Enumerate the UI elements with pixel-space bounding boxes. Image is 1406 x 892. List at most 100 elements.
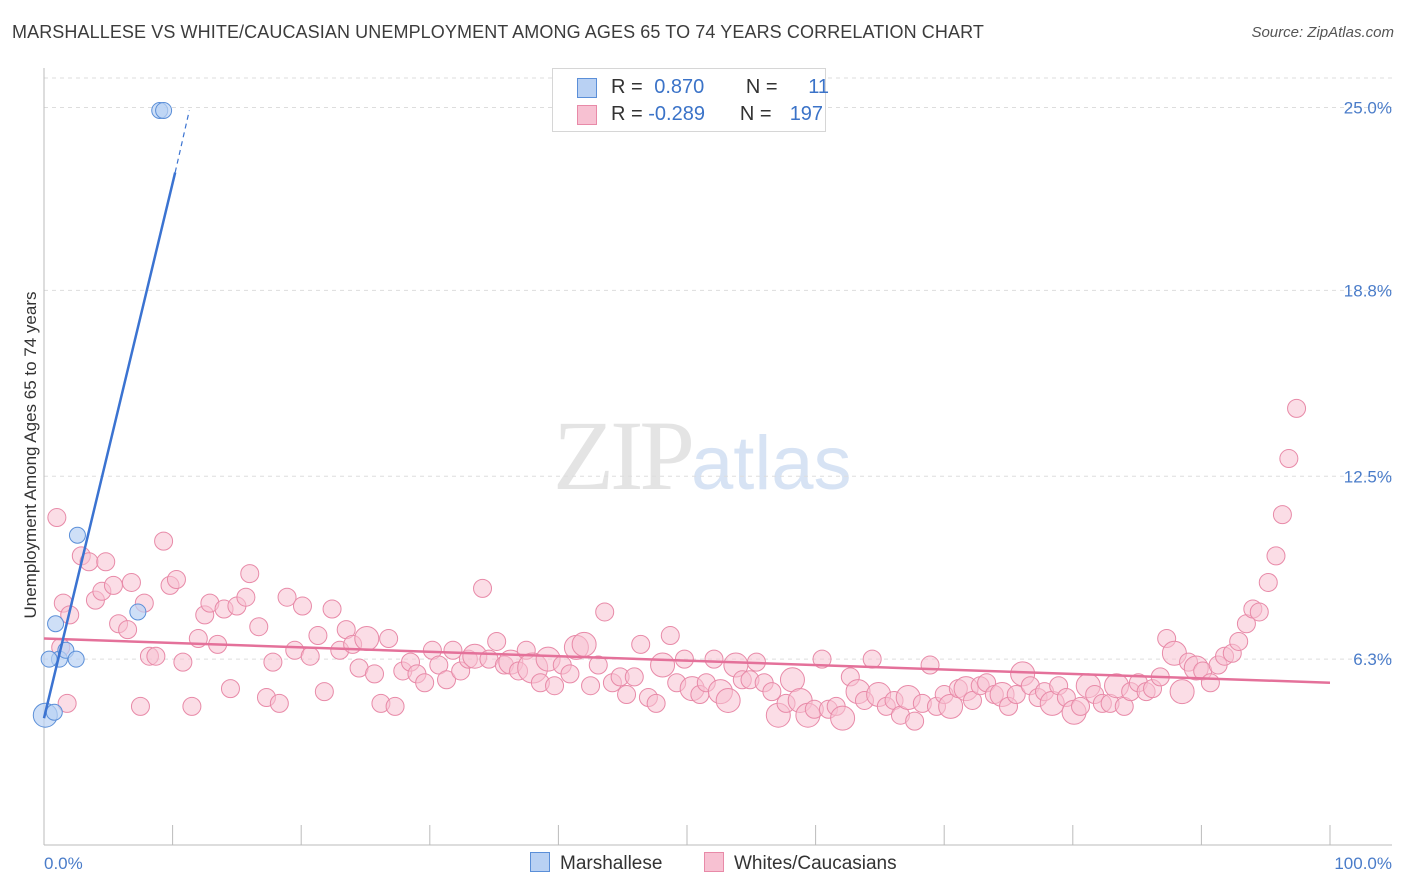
y-tick-label: 12.5% xyxy=(1344,467,1392,486)
bottom-legend-swatch-blue xyxy=(530,852,550,872)
whites-point xyxy=(650,652,676,678)
legend-n-value: 11 xyxy=(808,76,830,98)
whites-point xyxy=(354,626,380,651)
whites-point xyxy=(236,587,256,607)
whites-point xyxy=(173,652,193,672)
legend-r-label: R = xyxy=(611,76,649,98)
whites-point xyxy=(300,646,320,666)
source-credit: Source: ZipAtlas.com xyxy=(1251,24,1394,41)
whites-point xyxy=(415,673,435,693)
whites-point xyxy=(660,626,680,646)
whites-point xyxy=(47,508,67,528)
marshallese-trend-extension xyxy=(174,110,190,173)
whites-point xyxy=(646,693,666,713)
whites-point xyxy=(96,552,116,572)
bottom-legend-marshallese: Marshallese xyxy=(530,852,662,875)
whites-point xyxy=(220,679,240,699)
whites-point xyxy=(962,690,982,710)
legend-r-label: R = xyxy=(611,103,649,125)
whites-point xyxy=(322,599,342,619)
whites-point xyxy=(277,587,297,607)
whites-point xyxy=(314,682,334,702)
whites-point xyxy=(429,655,449,675)
whites-point xyxy=(617,685,637,705)
whites-point xyxy=(1200,673,1220,693)
axes xyxy=(43,68,1392,846)
watermark-atlas: atlas xyxy=(691,421,852,506)
whites-point xyxy=(57,693,77,713)
whites-point xyxy=(292,596,312,616)
whites-point xyxy=(631,634,651,654)
whites-point xyxy=(812,649,832,669)
marshallese-point xyxy=(67,650,85,668)
legend-r-value: 0.870 xyxy=(654,76,705,98)
whites-point xyxy=(1169,679,1195,705)
whites-point xyxy=(443,640,463,660)
marshallese-points xyxy=(32,101,173,728)
bottom-legend-swatch-pink xyxy=(704,852,724,872)
trend-lines xyxy=(42,110,1331,719)
whites-point xyxy=(121,572,141,592)
whites-point xyxy=(545,676,565,696)
watermark: ZIPatlas xyxy=(553,398,852,513)
marshallese-point xyxy=(155,101,173,119)
legend-swatch-blue xyxy=(577,78,597,98)
whites-point xyxy=(588,655,608,675)
whites-point xyxy=(269,693,289,713)
whites-point xyxy=(365,664,385,684)
whites-point xyxy=(308,626,328,646)
marshallese-point xyxy=(129,603,147,621)
whites-point xyxy=(715,687,741,713)
legend-label: R = -0.289 N = 197 xyxy=(611,103,823,126)
whites-point xyxy=(1071,696,1091,716)
legend-label: R = 0.870 N = 11 xyxy=(611,76,829,99)
whites-point xyxy=(379,629,399,648)
y-axis-label: Unemployment Among Ages 65 to 74 years xyxy=(21,292,40,619)
marshallese-point xyxy=(47,615,65,633)
whites-point xyxy=(862,649,882,669)
legend-swatch-pink xyxy=(577,105,597,125)
whites-point xyxy=(240,564,260,584)
marshallese-point xyxy=(40,650,58,668)
whites-point xyxy=(905,711,925,731)
y-tick-label: 25.0% xyxy=(1344,99,1392,118)
whites-point xyxy=(385,696,405,716)
bottom-legend-label: Marshallese xyxy=(560,853,663,874)
whites-point xyxy=(182,696,202,716)
bottom-legend-whites: Whites/Caucasians xyxy=(704,852,897,875)
chart-title: MARSHALLESE VS WHITE/CAUCASIAN UNEMPLOYM… xyxy=(12,22,984,42)
x-tick-label-start: 0.0% xyxy=(44,854,83,873)
whites-point xyxy=(437,670,457,690)
legend-r-value: -0.289 xyxy=(648,103,705,125)
whites-caucasians-points xyxy=(47,398,1307,731)
watermark-zip: ZIP xyxy=(553,400,695,511)
whites-point xyxy=(704,649,724,669)
legend-n-label: N = xyxy=(739,103,778,125)
whites-point xyxy=(571,631,597,657)
whites-point xyxy=(920,655,940,675)
y-tick-label: 18.8% xyxy=(1344,281,1392,300)
whites-point xyxy=(263,652,283,672)
whites-point xyxy=(1266,546,1286,566)
marshallese-point xyxy=(45,703,63,721)
whites-point xyxy=(166,570,186,589)
whites-point xyxy=(1249,602,1269,622)
whites-point xyxy=(118,620,138,640)
whites-point xyxy=(581,676,601,696)
whites-point xyxy=(762,682,782,702)
whites-point xyxy=(130,696,150,716)
whites-point xyxy=(154,531,174,551)
marshallese-point xyxy=(68,526,86,544)
whites-point xyxy=(1272,505,1292,525)
marshallese-trend-line xyxy=(42,172,177,719)
whites-point xyxy=(1279,449,1299,469)
whites-trend-line xyxy=(43,637,1331,684)
whites-point xyxy=(487,631,507,651)
x-tick-label-end: 100.0% xyxy=(1334,854,1392,873)
whites-point xyxy=(473,578,493,598)
whites-point xyxy=(938,693,964,719)
whites-point xyxy=(595,602,615,622)
whites-point xyxy=(1229,631,1249,651)
whites-point xyxy=(624,667,644,687)
legend-n-value: 197 xyxy=(789,103,824,125)
